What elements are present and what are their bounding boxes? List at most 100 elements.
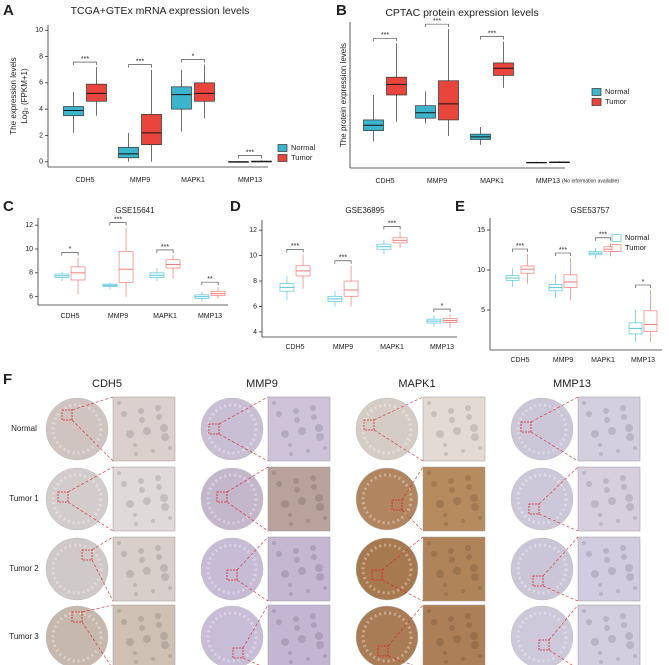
y-axis-label: Log₂ (FPKM+1) bbox=[20, 68, 29, 124]
cell bbox=[591, 500, 599, 508]
cell bbox=[470, 424, 478, 432]
significance: *** bbox=[161, 244, 169, 251]
y-tick-label: 8 bbox=[39, 53, 43, 60]
cell bbox=[598, 651, 602, 655]
cell bbox=[603, 548, 609, 554]
cell bbox=[453, 497, 461, 505]
y-tick-label: 10 bbox=[249, 252, 257, 259]
zoom-line bbox=[373, 396, 424, 421]
box bbox=[643, 310, 658, 332]
cell bbox=[160, 494, 168, 502]
cell bbox=[289, 592, 293, 596]
annotation: (No information available) bbox=[562, 178, 619, 184]
cell bbox=[599, 660, 603, 664]
tissue-core bbox=[510, 537, 574, 601]
zoom-region bbox=[208, 423, 220, 435]
significance: *** bbox=[136, 59, 144, 66]
box bbox=[171, 86, 192, 110]
zoom-region bbox=[371, 569, 383, 581]
column-header: MMP13 bbox=[553, 378, 591, 390]
x-tick-label: MMP13 bbox=[238, 177, 262, 184]
cell bbox=[626, 573, 634, 581]
cell bbox=[306, 589, 310, 593]
tissue-texture bbox=[361, 543, 413, 595]
zoom-image bbox=[267, 396, 331, 462]
legend-swatch bbox=[277, 144, 288, 152]
cell bbox=[478, 586, 482, 590]
box bbox=[86, 83, 107, 102]
cell bbox=[323, 446, 327, 450]
cell bbox=[448, 408, 454, 414]
cell bbox=[471, 641, 479, 649]
zoom-image bbox=[112, 396, 176, 462]
significance-bracket bbox=[425, 23, 449, 28]
cell bbox=[444, 660, 448, 664]
cell bbox=[310, 545, 316, 551]
tissue-core bbox=[355, 467, 419, 531]
zoom-line bbox=[81, 604, 114, 613]
x-tick-label: CDH5 bbox=[285, 344, 304, 351]
significance: *** bbox=[559, 247, 567, 254]
cell bbox=[598, 443, 602, 447]
cell bbox=[294, 417, 300, 423]
significance: *** bbox=[433, 18, 441, 25]
cell bbox=[126, 638, 134, 646]
cell bbox=[621, 554, 627, 560]
legend-label: Normal bbox=[291, 143, 316, 152]
cell bbox=[143, 427, 151, 435]
cell bbox=[461, 589, 465, 593]
cell bbox=[621, 622, 627, 628]
significance: *** bbox=[516, 243, 524, 250]
cell bbox=[633, 654, 637, 658]
zoom-region bbox=[377, 645, 389, 657]
zoom-line bbox=[548, 604, 579, 641]
cell bbox=[276, 411, 282, 417]
cell bbox=[621, 484, 627, 490]
zoom-line bbox=[538, 466, 579, 505]
significance-bracket bbox=[128, 64, 152, 68]
panel-label: A bbox=[3, 2, 14, 19]
cell bbox=[155, 475, 161, 481]
chart-title: GSE36895 bbox=[345, 206, 385, 215]
zoom-line bbox=[226, 466, 269, 493]
cell bbox=[272, 541, 276, 545]
cell bbox=[616, 589, 620, 593]
cell bbox=[466, 414, 472, 420]
cell bbox=[620, 545, 626, 551]
chart-title: CPTAC protein expression levels bbox=[385, 7, 538, 19]
significance: *** bbox=[339, 255, 347, 262]
cell bbox=[608, 567, 616, 575]
cell bbox=[427, 401, 431, 405]
tissue-core bbox=[510, 467, 574, 531]
x-tick-label: MMP13 bbox=[536, 178, 560, 185]
significance-bracket bbox=[383, 226, 401, 230]
box bbox=[386, 76, 407, 96]
x-tick-label: CDH5 bbox=[60, 313, 79, 320]
x-tick-label: CDH5 bbox=[375, 178, 394, 185]
cell bbox=[315, 494, 323, 502]
y-tick-label: 2 bbox=[39, 132, 43, 139]
cell bbox=[126, 430, 134, 438]
row-label: Tumor 2 bbox=[9, 564, 39, 573]
box bbox=[194, 82, 215, 102]
cell bbox=[436, 570, 444, 578]
x-tick-label: MMP9 bbox=[130, 177, 150, 184]
cell bbox=[586, 481, 592, 487]
zoom-line bbox=[548, 649, 573, 665]
significance: *** bbox=[388, 220, 396, 227]
significance-bracket bbox=[334, 260, 352, 264]
cell bbox=[276, 619, 282, 625]
cell bbox=[471, 503, 479, 511]
significance: *** bbox=[81, 56, 89, 63]
cell bbox=[121, 619, 127, 625]
cell bbox=[586, 551, 592, 557]
box bbox=[118, 146, 139, 159]
cell bbox=[620, 475, 626, 481]
zoom-region bbox=[391, 499, 403, 511]
cell bbox=[316, 641, 324, 649]
cell bbox=[288, 651, 292, 655]
cell bbox=[443, 651, 447, 655]
cell bbox=[470, 564, 478, 572]
box bbox=[438, 80, 459, 121]
